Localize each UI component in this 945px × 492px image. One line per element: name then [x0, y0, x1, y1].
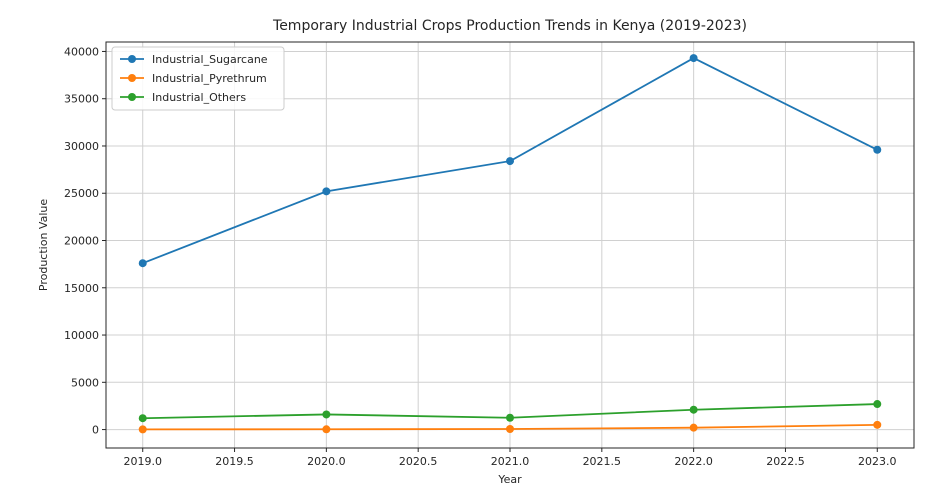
- y-axis-ticks: 0 5000 10000 15000 20000 25000 30000 35000 40000: [64, 45, 106, 437]
- data-point: [138, 414, 147, 423]
- data-point: [873, 420, 882, 429]
- chart-title: Temporary Industrial Crops Production Tr…: [272, 18, 747, 34]
- x-tick-label: 2020.0: [307, 455, 346, 468]
- data-point: [322, 410, 331, 419]
- x-tick-label: 2022.5: [766, 455, 805, 468]
- data-point: [138, 259, 147, 268]
- y-tick-label: 15000: [64, 282, 99, 295]
- y-tick-label: 0: [92, 424, 99, 437]
- data-point: [689, 405, 698, 414]
- x-tick-label: 2020.5: [399, 455, 438, 468]
- legend-label: Industrial_Others: [152, 91, 246, 104]
- x-tick-label: 2021.0: [491, 455, 530, 468]
- y-tick-label: 20000: [64, 235, 99, 248]
- data-point: [322, 425, 331, 434]
- data-point: [506, 157, 514, 166]
- y-tick-label: 35000: [64, 93, 99, 106]
- x-axis-label: Year: [497, 473, 522, 486]
- y-axis-label: Production Value: [37, 199, 50, 291]
- y-tick-label: 30000: [64, 140, 99, 153]
- data-point: [873, 145, 882, 154]
- x-tick-label: 2021.5: [583, 455, 622, 468]
- data-point: [322, 187, 331, 196]
- data-point: [689, 423, 698, 432]
- legend: Industrial_Sugarcane Industrial_Pyrethrum…: [111, 46, 285, 111]
- y-tick-label: 25000: [64, 187, 99, 200]
- x-tick-label: 2022.0: [674, 455, 713, 468]
- x-tick-label: 2023.0: [858, 455, 897, 468]
- series-layer: [138, 54, 882, 434]
- x-tick-label: 2019.5: [215, 455, 254, 468]
- data-point: [138, 425, 147, 434]
- legend-label: Industrial_Pyrethrum: [152, 72, 267, 85]
- x-axis-ticks: 2019.0 2019.5 2020.0 2020.5 2021.0 2021.5 2022…: [123, 448, 897, 468]
- legend-box: [111, 46, 285, 111]
- data-point: [506, 413, 514, 422]
- x-tick-label: 2019.0: [123, 455, 162, 468]
- legend-marker: [128, 93, 136, 101]
- legend-marker: [128, 74, 136, 82]
- y-tick-label: 40000: [64, 45, 99, 58]
- y-tick-label: 5000: [71, 376, 99, 389]
- y-tick-label: 10000: [64, 329, 99, 342]
- data-point: [873, 400, 882, 409]
- legend-label: Industrial_Sugarcane: [152, 53, 268, 66]
- data-point: [689, 54, 698, 63]
- data-point: [506, 424, 514, 433]
- legend-marker: [128, 55, 136, 63]
